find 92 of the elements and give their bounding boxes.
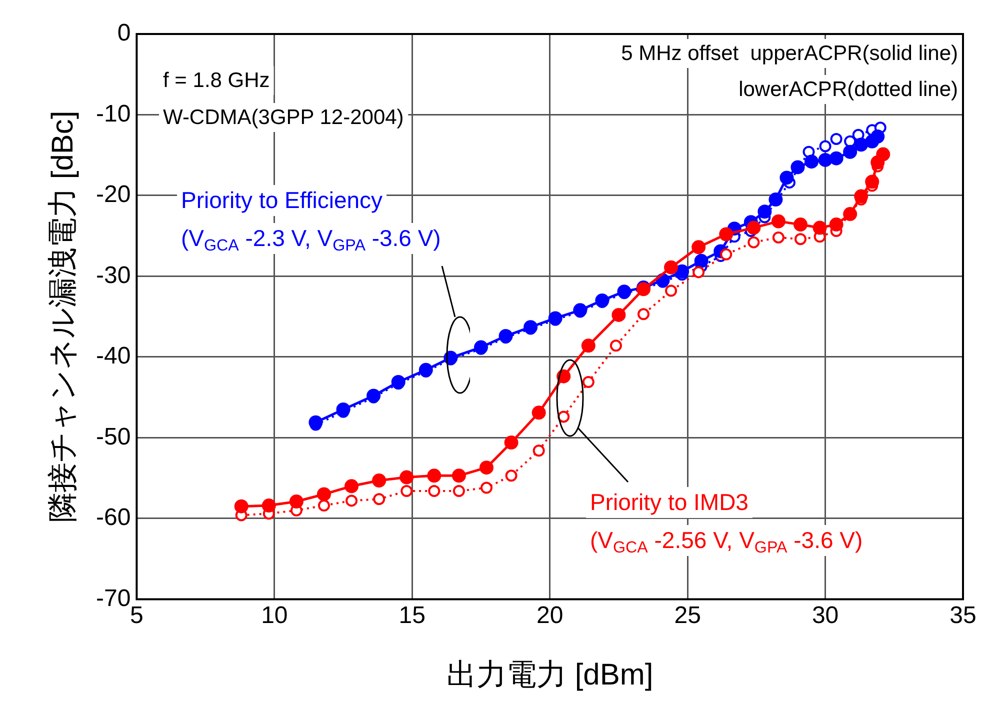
point [573,303,588,318]
point [400,485,413,498]
point [794,233,806,246]
point [746,220,761,235]
point [366,388,381,403]
x-tick-label: 10 [261,602,288,630]
point [854,138,868,152]
point [665,284,678,297]
point [524,320,538,334]
point [720,248,732,260]
point [854,189,868,204]
point [843,207,858,222]
y-tick-label: 0 [117,20,131,47]
point [870,130,885,144]
point [829,218,844,232]
point [830,132,842,145]
point [262,498,276,513]
point [793,218,808,232]
point [428,485,440,498]
point [316,487,331,502]
point [790,160,805,174]
y-tick-label: -60 [96,504,131,532]
point [692,240,706,254]
point [772,231,784,244]
y-tick-label: -10 [96,100,131,128]
point [843,144,858,159]
point [427,468,442,483]
point [498,328,513,343]
point [582,376,594,388]
point [336,402,350,416]
point [532,406,546,420]
point [400,470,414,484]
point [474,340,488,354]
point [318,500,330,512]
point [346,494,358,507]
point [818,152,832,167]
x-tick-label: 35 [950,602,976,630]
point [675,264,690,278]
annotation: 5 MHz offset upperACPR(solid line) [621,42,958,65]
point [505,470,518,482]
x-tick-label: 25 [674,602,701,630]
x-tick-label: 20 [536,602,564,630]
y-axis-title: 隣接チャンネル漏洩電力 [dBc] [46,110,80,522]
y-tick-label: -70 [96,584,131,612]
point [479,460,494,475]
x-tick-label: 30 [812,602,839,630]
point [865,174,880,189]
point [804,154,819,169]
point [308,415,323,430]
point [289,494,304,508]
point [637,308,650,320]
point [418,362,433,377]
x-axis-title: 出力電力 [dBm] [446,658,654,692]
point [480,482,492,494]
point [819,140,832,152]
point [548,311,562,326]
annotation: f = 1.8 GHz [163,69,270,92]
point [372,474,386,488]
point [664,260,678,274]
point [617,284,632,299]
point [391,375,406,389]
point [452,485,465,498]
point [829,151,844,166]
point [719,227,734,242]
point [612,308,626,322]
point [581,338,596,353]
point [234,499,248,514]
x-tick-label: 5 [130,602,144,630]
y-tick-label: -50 [96,423,131,450]
annotation: lowerACPR(dotted line) [738,78,958,101]
point [595,293,610,308]
point [812,220,827,235]
annotation: W-CDMA(3GPP 12-2004) [163,106,404,129]
y-tick-label: -30 [96,262,131,289]
point [768,192,783,207]
point [452,468,466,483]
x-tick-label: 15 [398,602,426,630]
point [532,444,545,457]
point [504,436,518,450]
point [771,214,786,228]
point [780,170,794,185]
y-tick-label: -40 [96,342,131,370]
y-tick-label: -20 [96,181,131,208]
point [344,479,359,494]
point [610,340,622,352]
point [748,236,760,248]
point [876,147,890,162]
point [373,493,386,506]
annotation: Priority to Efficiency [181,187,384,213]
point [758,204,772,219]
point [558,410,570,423]
annotation: Priority to IMD3 [590,489,748,515]
